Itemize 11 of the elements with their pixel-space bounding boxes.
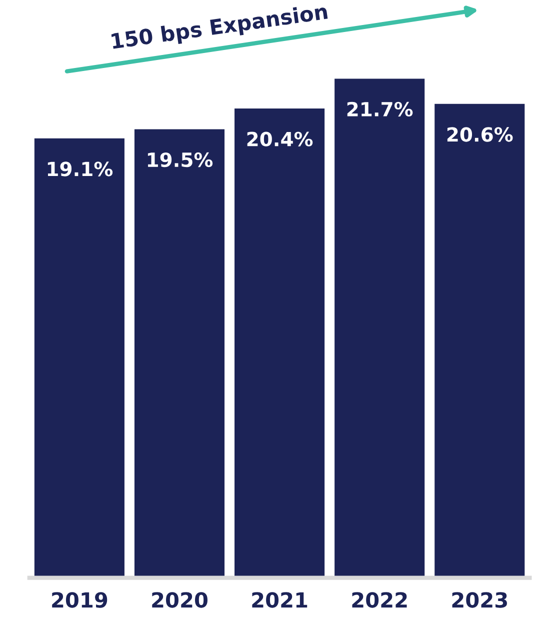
x-tick-label: 2023 xyxy=(452,592,507,608)
data-label: 20.6% xyxy=(447,127,513,142)
data-label: 19.5% xyxy=(148,152,213,168)
x-tick-label: 2019 xyxy=(52,592,108,608)
x-tick-label: 2020 xyxy=(152,592,208,608)
data-label: 19.1% xyxy=(48,162,113,176)
data-label: 21.7% xyxy=(347,102,413,117)
x-tick-label: 2022 xyxy=(352,592,407,608)
x-tick-label: 2021 xyxy=(252,592,308,608)
data-label: 20.4% xyxy=(247,132,313,146)
text: 150 bps Expansion xyxy=(111,2,328,54)
